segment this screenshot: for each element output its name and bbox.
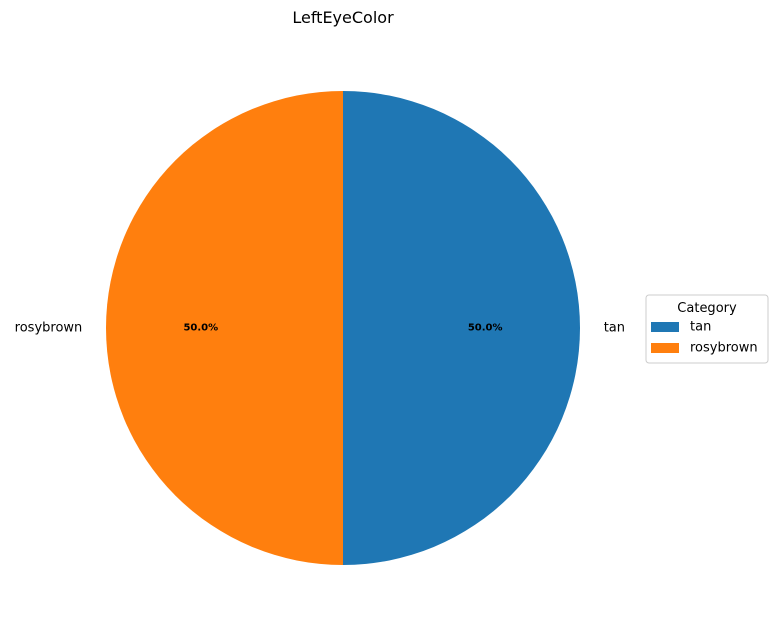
legend-swatch-rosybrown <box>651 343 679 353</box>
percent-labels: 50.0% 50.0% <box>183 323 502 334</box>
percent-label-tan: 50.0% <box>468 323 503 334</box>
percent-label-rosybrown: 50.0% <box>183 323 218 334</box>
legend-swatch-tan <box>651 322 679 332</box>
legend-entries: tan rosybrown <box>651 320 758 356</box>
slice-labels: tan rosybrown <box>15 321 625 336</box>
legend-title: Category <box>677 301 737 316</box>
legend-label-tan: tan <box>690 320 711 335</box>
pie-slice-rosybrown <box>106 91 343 565</box>
legend: Category tan rosybrown <box>645 294 769 364</box>
pie-slice-tan <box>343 91 580 565</box>
pie-slices <box>106 91 580 565</box>
chart-title: LeftEyeColor <box>292 8 394 27</box>
slice-label-tan: tan <box>604 321 625 336</box>
slice-label-rosybrown: rosybrown <box>15 321 83 336</box>
legend-label-rosybrown: rosybrown <box>690 341 758 356</box>
